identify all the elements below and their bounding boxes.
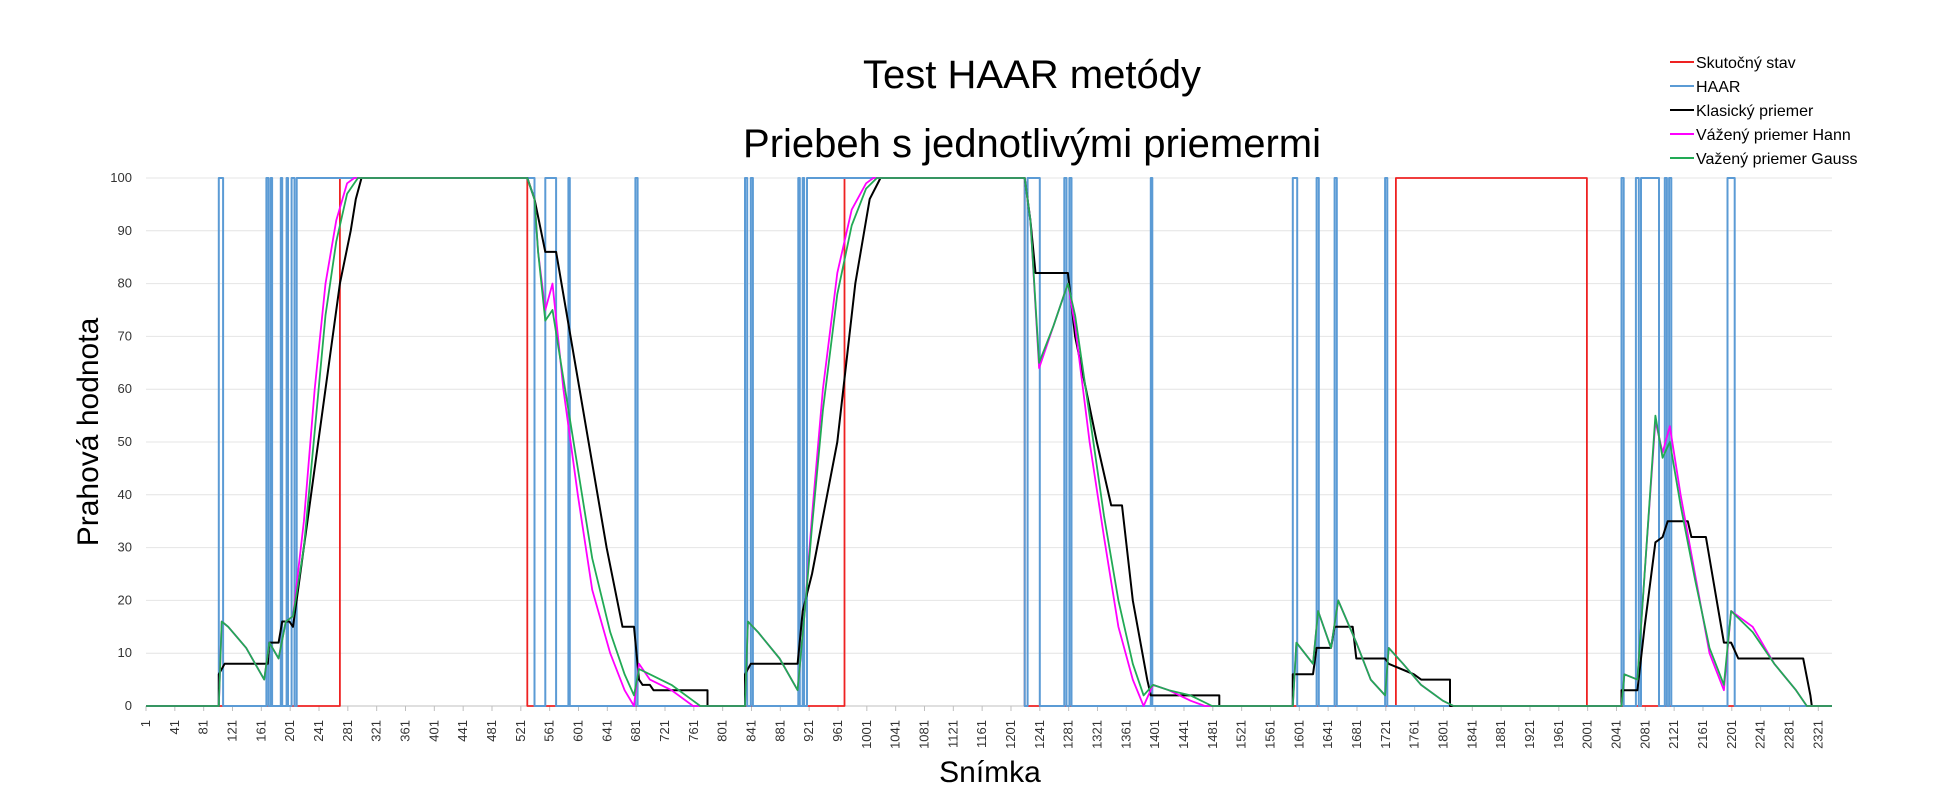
x-tick-label: 881	[772, 720, 787, 742]
x-tick-label: 801	[715, 720, 730, 742]
y-tick-label: 40	[118, 487, 132, 502]
chart-title-line-1: Test HAAR metódy	[863, 53, 1201, 97]
x-tick-label: 521	[513, 720, 528, 742]
chart-title-line-2: Priebeh s jednotlivými priemermi	[743, 122, 1321, 166]
x-tick-label: 1401	[1147, 720, 1162, 749]
x-tick-labels: 1 41 81 121 161 201 241 281 321 361 401 441 481 521 56…	[138, 706, 1825, 749]
x-tick-label: 1321	[1089, 720, 1104, 749]
y-tick-label: 60	[118, 381, 132, 396]
y-tick-label: 30	[118, 540, 132, 555]
grid-lines	[146, 177, 1832, 707]
x-tick-label: 121	[224, 720, 239, 742]
x-tick-label: 1241	[1032, 720, 1047, 749]
x-tick-label: 1161	[974, 720, 989, 748]
x-tick-label: 201	[282, 720, 297, 742]
legend-label-5: Važený priemer Gauss	[1696, 151, 1858, 168]
x-tick-label: 1681	[1349, 720, 1364, 749]
legend: Skutočný stav HAAR Klasický priemer Vážený …	[1670, 55, 1858, 168]
x-tick-label: 921	[801, 720, 816, 742]
x-tick-label: 1761	[1407, 720, 1422, 749]
x-tick-label: 241	[311, 720, 326, 742]
x-tick-label: 1481	[1205, 720, 1220, 749]
x-tick-label: 1521	[1234, 720, 1249, 749]
x-tick-label: 1001	[859, 720, 874, 749]
x-tick-label: 681	[628, 720, 643, 742]
y-tick-label: 90	[118, 223, 132, 238]
x-tick-label: 1081	[916, 720, 931, 749]
y-tick-label: 100	[110, 170, 132, 185]
x-tick-label: 1441	[1176, 720, 1191, 749]
x-tick-label: 2161	[1695, 720, 1710, 749]
x-tick-label: 561	[542, 720, 557, 742]
x-tick-label: 961	[830, 720, 845, 742]
legend-label-4: Vážený priemer Hann	[1696, 127, 1851, 144]
y-tick-label: 50	[118, 434, 132, 449]
x-tick-label: 1121	[945, 720, 960, 748]
x-tick-label: 281	[340, 720, 355, 742]
x-tick-label: 1801	[1435, 720, 1450, 749]
x-tick-label: 1601	[1291, 720, 1306, 749]
x-tick-label: 1361	[1118, 720, 1133, 749]
legend-label-3: Klasický priemer	[1696, 103, 1814, 120]
series-line-5	[146, 177, 1832, 707]
x-tick-label: 161	[253, 720, 268, 742]
y-axis-title: Prahová hodnota	[72, 317, 105, 546]
x-tick-label: 1841	[1464, 720, 1479, 749]
x-tick-label: 1881	[1493, 720, 1508, 749]
x-tick-label: 401	[426, 720, 441, 742]
x-axis-title: Snímka	[939, 756, 1041, 789]
x-tick-label: 601	[570, 720, 585, 742]
x-tick-label: 2001	[1580, 720, 1595, 749]
y-tick-label: 20	[118, 592, 132, 607]
x-tick-label: 1281	[1061, 720, 1076, 749]
x-tick-label: 1921	[1522, 720, 1537, 749]
y-tick-label: 0	[125, 698, 132, 713]
y-tick-label: 10	[118, 645, 132, 660]
x-tick-label: 441	[455, 720, 470, 742]
x-tick-label: 1561	[1262, 720, 1277, 749]
x-tick-label: 1721	[1378, 720, 1393, 749]
x-tick-label: 1041	[888, 720, 903, 749]
x-tick-label: 2281	[1781, 720, 1796, 749]
x-tick-label: 841	[743, 720, 758, 742]
x-tick-label: 361	[397, 720, 412, 742]
x-tick-label: 41	[167, 720, 182, 734]
x-tick-label: 481	[484, 720, 499, 742]
x-tick-label: 1641	[1320, 720, 1335, 749]
series-lines	[146, 177, 1832, 707]
x-tick-label: 721	[657, 720, 672, 742]
x-tick-label: 81	[196, 720, 211, 734]
x-tick-label: 2241	[1753, 720, 1768, 749]
x-tick-label: 1201	[1003, 720, 1018, 749]
legend-label-2: HAAR	[1696, 79, 1740, 96]
x-tick-label: 641	[599, 720, 614, 742]
x-tick-label: 2321	[1810, 720, 1825, 749]
y-tick-labels: 0 10 20 30 40 50 60 70 80 90 100	[110, 170, 132, 713]
y-tick-label: 80	[118, 276, 132, 291]
legend-label-1: Skutočný stav	[1696, 55, 1796, 72]
x-tick-label: 761	[686, 720, 701, 742]
x-tick-label: 2121	[1666, 720, 1681, 749]
x-tick-label: 321	[369, 720, 384, 742]
y-tick-label: 70	[118, 328, 132, 343]
x-tick-label: 2041	[1608, 720, 1623, 749]
x-tick-label: 2201	[1724, 720, 1739, 749]
x-tick-label: 1	[138, 720, 153, 727]
x-tick-label: 1961	[1551, 720, 1566, 749]
x-tick-label: 2081	[1637, 720, 1652, 749]
